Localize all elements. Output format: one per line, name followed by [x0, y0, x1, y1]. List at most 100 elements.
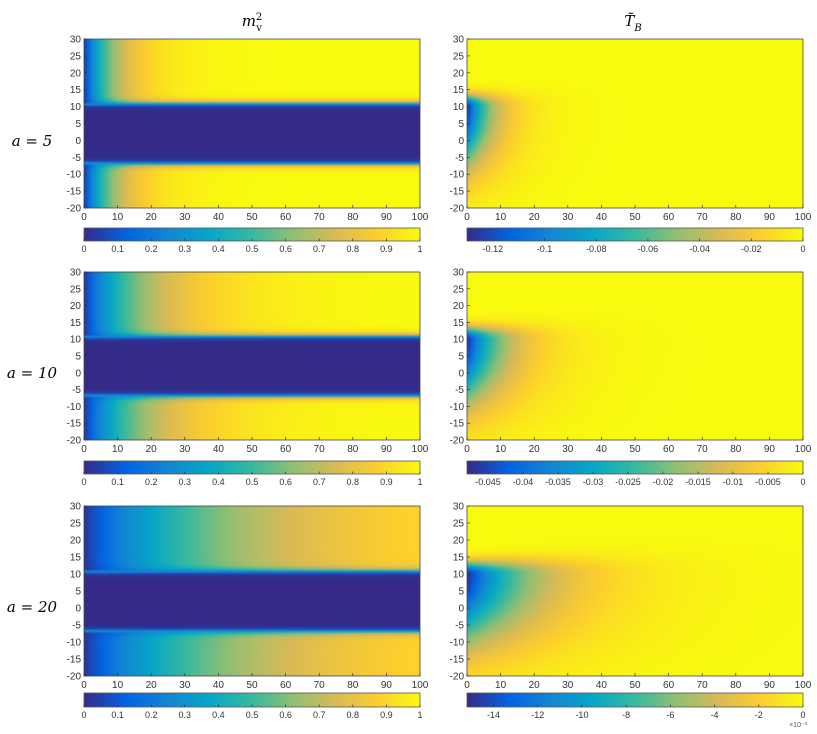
row-label: a = 20 — [7, 598, 58, 616]
x-tick-label: 50 — [246, 680, 258, 691]
y-tick-label: 15 — [453, 85, 465, 96]
colorbar-tick-label: 0.5 — [246, 244, 259, 254]
x-tick-label: 60 — [663, 680, 675, 691]
y-tick-label: -10 — [67, 402, 82, 413]
x-tick-label: 70 — [697, 212, 709, 223]
row-3: a = 200 10 20 30 40 50 60 70 80 90 100302520151050… — [7, 502, 812, 730]
colorbar-tick-label: 0.4 — [212, 477, 225, 487]
x-tick-label: 0 — [464, 444, 470, 455]
colorbar-tick-label: 0.4 — [212, 710, 225, 720]
row-1: a = 50 10 20 30 40 50 60 70 80 90 100302520151050-… — [12, 35, 812, 255]
colorbar-tick-label: -0.03 — [583, 477, 604, 487]
row-label: a = 5 — [12, 132, 53, 150]
x-tick-label: 100 — [795, 680, 812, 691]
y-tick-label: -5 — [72, 153, 81, 164]
x-tick-label: 100 — [795, 444, 812, 455]
x-tick-label: 0 — [81, 444, 87, 455]
x-tick-label: 100 — [412, 680, 429, 691]
y-tick-label: 0 — [458, 368, 464, 379]
heatmap-image — [84, 506, 420, 676]
y-tick-label: 5 — [458, 587, 464, 598]
y-tick-label: 10 — [70, 570, 82, 581]
x-tick-label: 90 — [381, 212, 393, 223]
colorbar-tick-label: -12 — [531, 710, 544, 720]
y-tick-label: -5 — [72, 621, 81, 632]
colorbar-tick-label: -0.035 — [545, 477, 571, 487]
x-tick-label: 10 — [112, 444, 124, 455]
x-tick-label: 50 — [629, 444, 641, 455]
colorbar-tick-label: 0.7 — [313, 477, 326, 487]
y-tick-label: -15 — [67, 419, 82, 430]
x-tick-label: 20 — [529, 680, 541, 691]
x-tick-label: 70 — [697, 680, 709, 691]
y-tick-label: -20 — [450, 672, 465, 683]
x-tick-label: 20 — [529, 212, 541, 223]
x-tick-label: 90 — [764, 444, 776, 455]
x-tick-label: 0 — [81, 212, 87, 223]
x-tick-label: 80 — [730, 680, 742, 691]
y-tick-label: 30 — [453, 268, 465, 279]
y-tick-label: -5 — [455, 621, 464, 632]
y-tick-label: 20 — [70, 68, 82, 79]
y-tick-label: 30 — [70, 35, 82, 46]
y-tick-label: 0 — [75, 604, 81, 615]
colorbar-tick-label: 1 — [417, 244, 422, 254]
colorbar-tick-label: -0.04 — [513, 477, 534, 487]
colorbar-tick-label: 0 — [800, 244, 805, 254]
x-tick-label: 90 — [764, 212, 776, 223]
x-tick-label: 40 — [213, 680, 225, 691]
y-tick-label: 5 — [75, 119, 81, 130]
colorbar-tick-label: 0.6 — [279, 710, 292, 720]
y-tick-label: 15 — [70, 85, 82, 96]
x-tick-label: 30 — [562, 680, 574, 691]
colorbar-tick-label: -0.02 — [741, 244, 762, 254]
colorbar-tick-label: 0 — [81, 710, 86, 720]
x-tick-label: 30 — [179, 212, 191, 223]
colorbar-tick-label: 0.3 — [179, 477, 192, 487]
colorbar-tick-label: 0.2 — [145, 477, 158, 487]
colorbar-tick-label: -0.08 — [586, 244, 607, 254]
x-tick-label: 40 — [213, 212, 225, 223]
heatmap-image — [84, 39, 420, 208]
y-tick-label: 25 — [453, 51, 465, 62]
y-tick-label: -15 — [67, 655, 82, 666]
y-tick-label: 20 — [70, 536, 82, 547]
y-tick-label: -15 — [450, 419, 465, 430]
y-tick-label: 5 — [458, 352, 464, 363]
x-tick-label: 100 — [795, 212, 812, 223]
x-tick-label: 100 — [412, 212, 429, 223]
x-tick-label: 30 — [562, 444, 574, 455]
y-tick-label: 25 — [70, 284, 82, 295]
colorbar-tick-label: 0.6 — [279, 477, 292, 487]
x-tick-label: 40 — [596, 444, 608, 455]
x-tick-label: 80 — [730, 444, 742, 455]
colorbar-tick-label: -4 — [711, 710, 719, 720]
y-tick-label: 15 — [70, 318, 82, 329]
x-tick-label: 90 — [381, 444, 393, 455]
x-tick-label: 70 — [314, 212, 326, 223]
colorbar-tick-label: 0.4 — [212, 244, 225, 254]
x-tick-label: 90 — [381, 680, 393, 691]
colorbar-tick-label: 0.8 — [347, 477, 360, 487]
x-tick-label: 10 — [112, 680, 124, 691]
y-tick-label: -20 — [450, 436, 465, 447]
y-tick-label: 5 — [458, 119, 464, 130]
x-tick-label: 70 — [314, 444, 326, 455]
colorbar-tick-label: -0.025 — [615, 477, 641, 487]
colorbar-tick-label: 0.6 — [279, 244, 292, 254]
y-tick-label: -5 — [455, 385, 464, 396]
y-tick-label: 0 — [75, 368, 81, 379]
y-tick-label: -10 — [450, 638, 465, 649]
colorbar-tick-label: 1 — [417, 477, 422, 487]
colorbar-tick-label: -0.045 — [475, 477, 501, 487]
colorbar-tick-label: -6 — [666, 710, 674, 720]
figure-content: a = 50 10 20 30 40 50 60 70 80 90 100302520151050-… — [7, 35, 812, 730]
x-tick-label: 40 — [213, 444, 225, 455]
heatmap-image — [467, 39, 803, 208]
colorbar-tick-label: 0.9 — [380, 244, 393, 254]
y-tick-label: 30 — [453, 35, 465, 46]
panel-TB-row-3: 0 10 20 30 40 50 60 70 80 90 100302520151050-5-10-… — [450, 502, 812, 730]
colorbar-tick-label: -0.02 — [653, 477, 674, 487]
colorbar-tick-label: 0 — [800, 710, 805, 720]
